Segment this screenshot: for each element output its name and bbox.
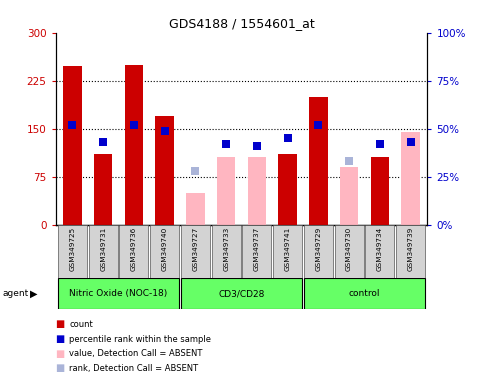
Point bbox=[130, 122, 138, 128]
Text: value, Detection Call = ABSENT: value, Detection Call = ABSENT bbox=[69, 349, 202, 358]
Text: GSM349739: GSM349739 bbox=[408, 227, 413, 271]
Point bbox=[69, 122, 76, 128]
Text: GSM349731: GSM349731 bbox=[100, 227, 106, 271]
Point bbox=[407, 139, 414, 145]
Text: ■: ■ bbox=[56, 349, 65, 359]
Point bbox=[99, 139, 107, 145]
Bar bbox=[248, 157, 266, 225]
Text: count: count bbox=[69, 320, 93, 329]
Bar bbox=[119, 225, 148, 278]
Text: GSM349725: GSM349725 bbox=[70, 227, 75, 271]
Bar bbox=[58, 225, 87, 278]
Bar bbox=[396, 225, 425, 278]
Bar bbox=[278, 154, 297, 225]
Point bbox=[192, 168, 199, 174]
Text: GSM349734: GSM349734 bbox=[377, 227, 383, 271]
Point bbox=[161, 127, 169, 134]
Bar bbox=[150, 225, 179, 278]
Point bbox=[376, 141, 384, 147]
Bar bbox=[63, 66, 82, 225]
Bar bbox=[335, 225, 364, 278]
Text: GSM349729: GSM349729 bbox=[315, 227, 321, 271]
Bar bbox=[94, 154, 113, 225]
Point bbox=[284, 135, 291, 141]
Bar bbox=[89, 225, 118, 278]
Point bbox=[345, 158, 353, 164]
Text: GSM349741: GSM349741 bbox=[284, 227, 291, 271]
Text: percentile rank within the sample: percentile rank within the sample bbox=[69, 334, 211, 344]
Bar bbox=[58, 278, 179, 309]
Bar bbox=[212, 225, 241, 278]
Text: agent: agent bbox=[2, 289, 28, 298]
Text: ■: ■ bbox=[56, 319, 65, 329]
Bar bbox=[304, 278, 425, 309]
Bar bbox=[304, 225, 333, 278]
Bar bbox=[365, 225, 394, 278]
Text: GSM349737: GSM349737 bbox=[254, 227, 260, 271]
Bar bbox=[401, 132, 420, 225]
Text: GSM349740: GSM349740 bbox=[162, 227, 168, 271]
Point bbox=[222, 141, 230, 147]
Bar bbox=[181, 225, 210, 278]
Bar bbox=[156, 116, 174, 225]
Text: Nitric Oxide (NOC-18): Nitric Oxide (NOC-18) bbox=[70, 289, 168, 298]
Bar bbox=[186, 193, 205, 225]
Bar bbox=[273, 225, 302, 278]
Bar bbox=[340, 167, 358, 225]
Bar bbox=[181, 278, 302, 309]
Text: ■: ■ bbox=[56, 334, 65, 344]
Bar bbox=[217, 157, 235, 225]
Text: GSM349727: GSM349727 bbox=[192, 227, 199, 271]
Bar bbox=[370, 157, 389, 225]
Text: GSM349730: GSM349730 bbox=[346, 227, 352, 271]
Text: GSM349736: GSM349736 bbox=[131, 227, 137, 271]
Bar bbox=[309, 97, 327, 225]
Point bbox=[314, 122, 322, 128]
Text: CD3/CD28: CD3/CD28 bbox=[218, 289, 265, 298]
Text: ▶: ▶ bbox=[30, 289, 38, 299]
Bar bbox=[125, 65, 143, 225]
Text: GSM349733: GSM349733 bbox=[223, 227, 229, 271]
Point bbox=[253, 143, 261, 149]
Bar bbox=[242, 225, 271, 278]
Text: ■: ■ bbox=[56, 363, 65, 373]
Title: GDS4188 / 1554601_at: GDS4188 / 1554601_at bbox=[169, 17, 314, 30]
Text: rank, Detection Call = ABSENT: rank, Detection Call = ABSENT bbox=[69, 364, 198, 373]
Text: control: control bbox=[349, 289, 380, 298]
